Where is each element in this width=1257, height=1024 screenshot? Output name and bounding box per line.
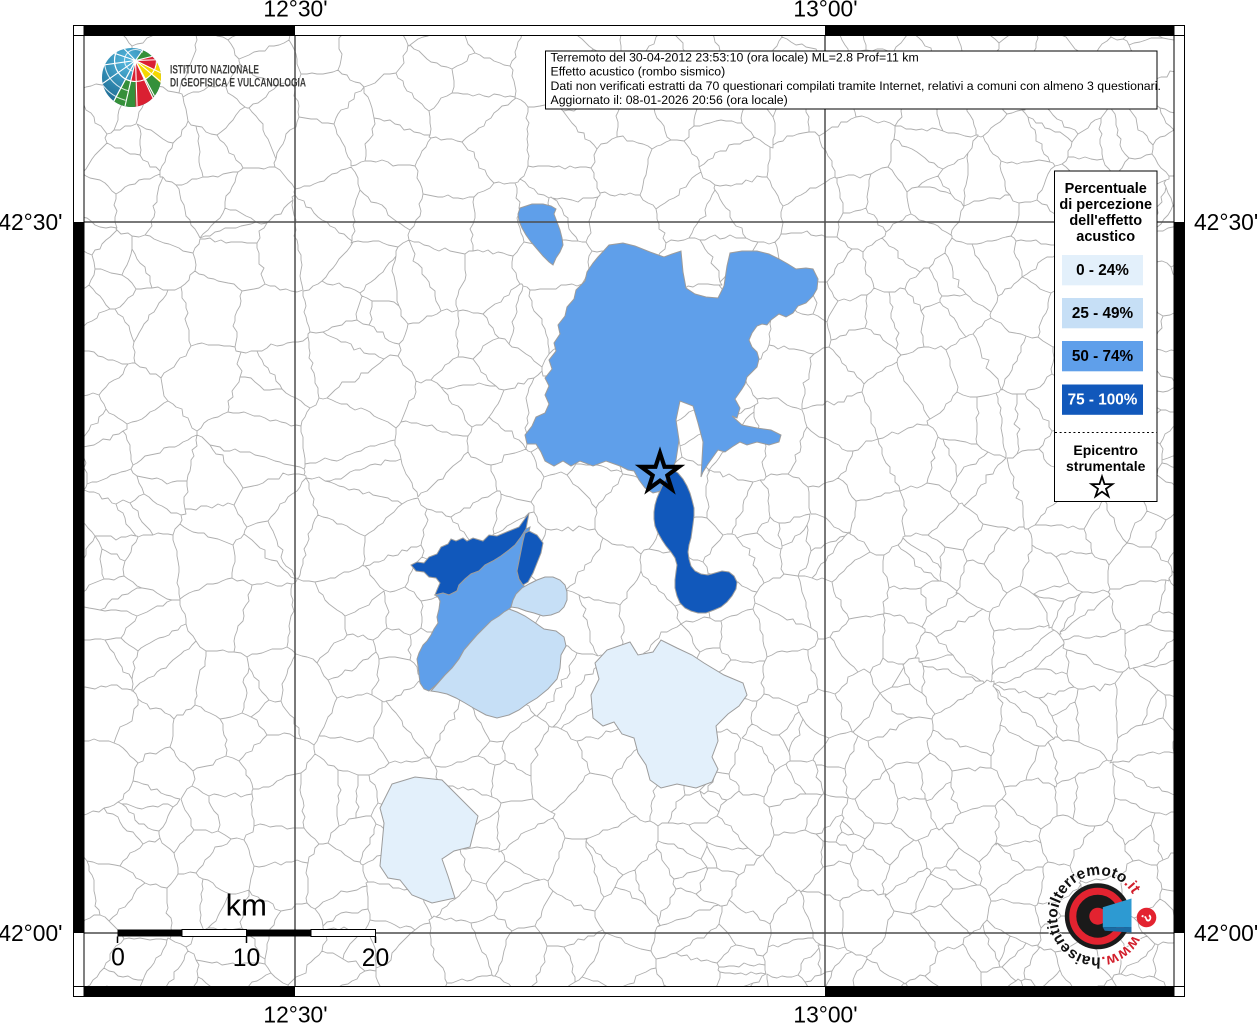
svg-text:12°30': 12°30'	[263, 0, 327, 22]
svg-text:25 - 49%: 25 - 49%	[1072, 305, 1134, 322]
svg-text:km: km	[226, 888, 267, 923]
svg-text:13°00': 13°00'	[793, 0, 857, 22]
svg-text:42°00': 42°00'	[1194, 920, 1257, 946]
svg-text:Aggiornato il: 08-01-2026 20:5: Aggiornato il: 08-01-2026 20:56 (ora loc…	[551, 93, 788, 107]
svg-text:ISTITUTO NAZIONALE: ISTITUTO NAZIONALE	[170, 65, 259, 77]
svg-text:10: 10	[233, 945, 260, 972]
svg-text:?: ?	[1138, 911, 1156, 923]
svg-text:0: 0	[111, 945, 125, 972]
svg-text:strumentale: strumentale	[1066, 458, 1146, 474]
svg-text:42°00': 42°00'	[0, 920, 63, 946]
svg-text:dell'effetto: dell'effetto	[1069, 213, 1142, 229]
svg-text:0 - 24%: 0 - 24%	[1076, 262, 1129, 279]
svg-text:di percezione: di percezione	[1059, 197, 1152, 213]
svg-text:75 - 100%: 75 - 100%	[1068, 392, 1138, 409]
svg-text:42°30': 42°30'	[0, 209, 63, 235]
svg-text:Percentuale: Percentuale	[1065, 181, 1147, 197]
svg-text:20: 20	[362, 945, 389, 972]
svg-text:Epicentro: Epicentro	[1073, 442, 1138, 458]
svg-text:13°00': 13°00'	[793, 1002, 857, 1024]
svg-text:DI GEOFISICA E VULCANOLOGIA: DI GEOFISICA E VULCANOLOGIA	[170, 78, 306, 90]
svg-text:42°30': 42°30'	[1194, 209, 1257, 235]
svg-text:acustico: acustico	[1076, 229, 1135, 245]
svg-text:12°30': 12°30'	[263, 1002, 327, 1024]
svg-text:50 - 74%: 50 - 74%	[1072, 348, 1134, 365]
svg-text:Effetto acustico (rombo sismic: Effetto acustico (rombo sismico)	[551, 65, 726, 79]
svg-text:Terremoto del 30-04-2012 23:53: Terremoto del 30-04-2012 23:53:10 (ora l…	[551, 51, 919, 65]
svg-text:Dati non verificati estratti d: Dati non verificati estratti da 70 quest…	[551, 79, 1161, 93]
